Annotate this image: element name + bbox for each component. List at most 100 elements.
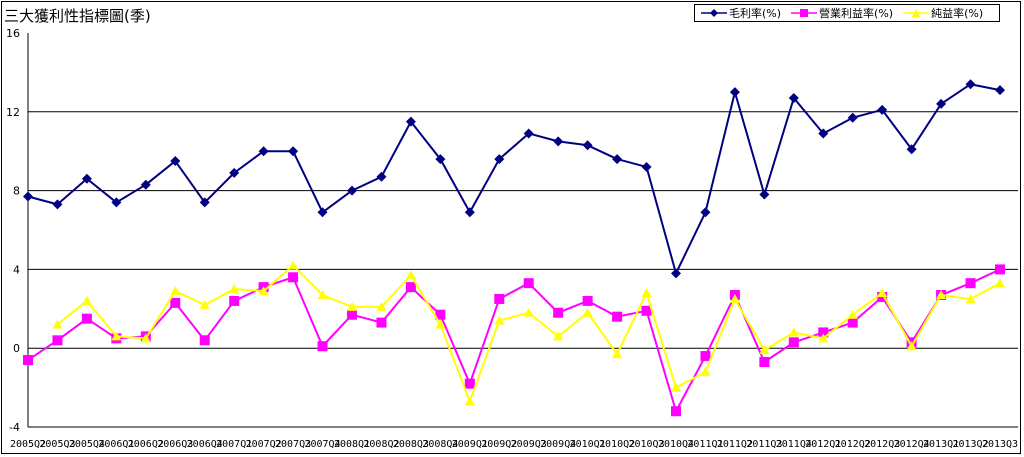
data-point-square: [523, 278, 534, 289]
data-point-diamond: [641, 161, 652, 172]
data-point-diamond: [140, 179, 151, 190]
y-tick-label: 16: [6, 27, 20, 40]
x-tick-label: 2009Q4: [540, 439, 576, 450]
data-point-diamond: [906, 144, 917, 155]
data-point-diamond: [23, 191, 33, 202]
legend-label-net-margin: 純益率(%): [931, 7, 984, 20]
legend-item-operating-margin: 營業利益率(%): [791, 5, 893, 21]
data-point-square: [818, 327, 829, 338]
series-line-0: [27, 83, 1001, 275]
data-point-triangle: [582, 307, 593, 317]
data-point-square: [288, 272, 299, 283]
data-point-triangle: [965, 293, 976, 303]
data-point-triangle: [435, 319, 446, 329]
data-point-diamond: [612, 154, 623, 165]
data-point-square: [847, 317, 858, 328]
data-point-diamond: [553, 136, 564, 147]
data-point-square: [347, 309, 357, 320]
data-point-triangle: [81, 295, 92, 305]
data-point-diamond: [995, 85, 1005, 96]
data-point-square: [23, 355, 33, 366]
data-point-diamond: [818, 128, 829, 139]
x-tick-label: 2009Q2: [481, 439, 517, 450]
data-point-triangle: [111, 331, 122, 341]
y-tick-label: 0: [13, 342, 20, 355]
legend-item-gross-margin: 毛利率(%): [701, 5, 781, 21]
data-point-diamond: [229, 167, 240, 178]
x-tick-label: 2011Q1: [687, 439, 723, 450]
data-point-square: [317, 341, 328, 352]
data-point-diamond: [582, 140, 593, 151]
y-tick-label: 12: [6, 106, 20, 119]
data-point-square: [612, 311, 623, 322]
x-tick-label: 2007Q1: [216, 439, 252, 450]
legend-marker-net-margin: [903, 9, 930, 17]
data-point-square: [671, 406, 681, 417]
data-point-square: [52, 335, 63, 346]
x-tick-label: 2010Q2: [599, 439, 635, 450]
data-point-triangle: [317, 290, 328, 300]
data-point-diamond: [317, 207, 328, 218]
x-tick-label: 2010Q4: [658, 439, 694, 450]
data-point-square: [170, 297, 181, 308]
data-point-square: [376, 317, 387, 328]
data-point-square: [965, 278, 976, 289]
x-tick-label: 2012Q2: [835, 439, 871, 450]
data-point-diamond: [111, 197, 122, 208]
legend-label-operating-margin: 營業利益率(%): [819, 7, 894, 20]
x-tick-label: 2007Q3: [275, 439, 311, 450]
data-point-triangle: [347, 301, 357, 311]
data-point-triangle: [258, 286, 269, 296]
data-point-square: [582, 295, 593, 306]
data-point-diamond: [965, 79, 976, 90]
data-point-triangle: [405, 270, 416, 280]
data-point-diamond: [258, 146, 269, 157]
data-point-triangle: [759, 345, 770, 355]
data-point-square: [553, 307, 564, 318]
data-point-diamond: [759, 189, 770, 200]
x-tick-label: 2008Q1: [334, 439, 370, 450]
data-point-triangle: [995, 278, 1005, 288]
data-point-triangle: [906, 341, 917, 351]
y-tick-label: 8: [13, 185, 20, 198]
chart-legend: 毛利率(%) 營業利益率(%) 純益率(%): [694, 4, 1000, 22]
x-tick-label: 2005Q3: [39, 439, 75, 450]
data-point-diamond: [376, 171, 387, 182]
data-point-diamond: [435, 154, 446, 165]
data-point-diamond: [788, 93, 799, 104]
legend-marker-operating-margin: [791, 9, 818, 17]
data-point-triangle: [729, 293, 740, 303]
x-tick-label: 2005Q4: [69, 439, 105, 450]
data-point-triangle: [936, 290, 947, 300]
data-point-diamond: [347, 185, 357, 196]
data-point-triangle: [523, 307, 534, 317]
data-point-diamond: [81, 173, 92, 184]
legend-marker-gross-margin: [701, 9, 727, 17]
data-point-diamond: [523, 128, 534, 139]
data-point-square: [641, 305, 652, 316]
data-point-triangle: [464, 396, 475, 406]
data-point-triangle: [700, 366, 711, 376]
data-point-triangle: [140, 333, 151, 343]
data-point-diamond: [671, 268, 681, 279]
data-point-diamond: [52, 199, 63, 210]
x-tick-label: 2006Q4: [187, 439, 223, 450]
data-point-triangle: [52, 319, 63, 329]
x-tick-label: 2008Q3: [393, 439, 429, 450]
x-tick-label: 2011Q2: [717, 439, 753, 450]
data-point-triangle: [494, 315, 505, 325]
data-point-triangle: [641, 288, 652, 298]
data-point-square: [788, 337, 799, 348]
x-tick-label: 2012Q4: [894, 439, 930, 450]
x-tick-label: 2010Q1: [570, 439, 606, 450]
y-tick-label: -4: [9, 421, 20, 434]
data-point-triangle: [877, 288, 888, 298]
data-point-diamond: [700, 207, 711, 218]
data-point-triangle: [788, 327, 799, 337]
x-tick-label: 2008Q4: [422, 439, 458, 450]
data-point-diamond: [729, 87, 740, 98]
data-point-triangle: [229, 284, 240, 294]
data-point-square: [199, 335, 210, 346]
data-point-square: [700, 351, 711, 362]
